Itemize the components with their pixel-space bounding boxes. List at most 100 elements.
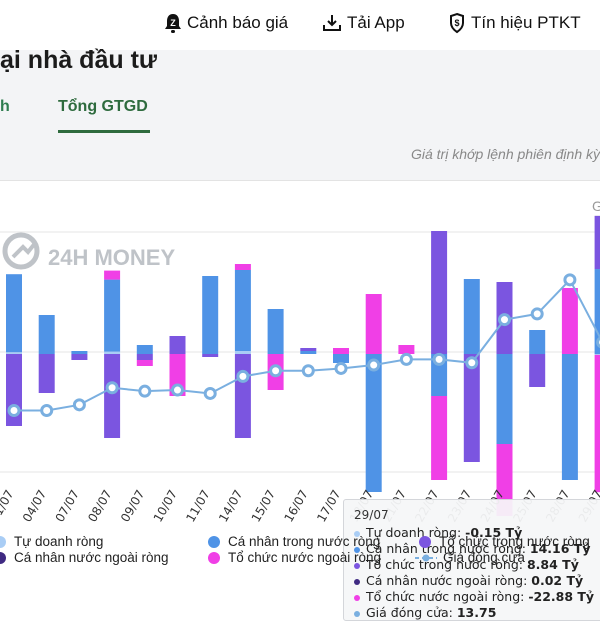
- bar-cá-nhân-trong-nước-ròng-04/07[interactable]: [39, 315, 55, 354]
- tooltip-row-value: -22.88 Tỷ: [528, 589, 594, 604]
- tooltip-row: Tổ chức nước ngoài ròng: -22.88 Tỷ: [354, 589, 594, 604]
- legend-color-dot: [0, 536, 6, 548]
- bar-tổ-chức-nước-ngoài-ròng-28/07[interactable]: [562, 288, 578, 354]
- bar-tổ-chức-trong-nước-ròng-16/07[interactable]: [300, 348, 316, 351]
- price-point-10/07[interactable]: [173, 385, 183, 395]
- bar-tổ-chức-nước-ngoài-ròng-18/07[interactable]: [366, 294, 382, 354]
- download-app-label: Tải App: [347, 13, 405, 33]
- download-app-link[interactable]: Tải App: [321, 12, 405, 34]
- bar-cá-nhân-trong-nước-ròng-23/07[interactable]: [464, 279, 480, 354]
- bar-tổ-chức-trong-nước-ròng-04/07[interactable]: [39, 354, 55, 393]
- bar-tự-doanh-ròng-01/07[interactable]: [6, 352, 22, 354]
- bar-tổ-chức-nước-ngoài-ròng-17/07[interactable]: [333, 348, 349, 354]
- bar-tổ-chức-trong-nước-ròng-25/07[interactable]: [529, 354, 545, 387]
- legend-color-dot: [419, 536, 431, 548]
- bar-tổ-chức-trong-nước-ròng-29/07[interactable]: [595, 216, 600, 269]
- bell-alert-icon: Z: [163, 12, 183, 34]
- x-tick-label: 01/07: [0, 488, 17, 525]
- price-point-21/07[interactable]: [401, 354, 411, 364]
- price-point-15/07[interactable]: [271, 366, 281, 376]
- legend-item[interactable]: Tổ chức nước ngoài ròng: [208, 550, 381, 565]
- tab-previous[interactable]: h: [0, 98, 10, 116]
- bar-tổ-chức-nước-ngoài-ròng-14/07[interactable]: [235, 264, 251, 270]
- bar-cá-nhân-trong-nước-ròng-18/07[interactable]: [366, 354, 382, 492]
- bar-tổ-chức-nước-ngoài-ròng-08/07[interactable]: [104, 271, 120, 280]
- bar-cá-nhân-trong-nước-ròng-08/07[interactable]: [104, 280, 120, 352]
- bar-tự-doanh-ròng-08/07[interactable]: [104, 352, 120, 354]
- bar-cá-nhân-trong-nước-ròng-11/07[interactable]: [202, 276, 218, 354]
- bar-tổ-chức-nước-ngoài-ròng-22/07[interactable]: [431, 396, 447, 480]
- bar-tổ-chức-trong-nước-ròng-07/07[interactable]: [71, 354, 87, 360]
- bar-tổ-chức-trong-nước-ròng-08/07[interactable]: [104, 354, 120, 438]
- price-point-09/07[interactable]: [140, 386, 150, 396]
- tooltip-color-dot: [354, 611, 360, 617]
- price-point-11/07[interactable]: [205, 388, 215, 398]
- price-point-24/07[interactable]: [500, 315, 510, 325]
- tooltip-row-label: Giá đóng cửa:: [366, 605, 457, 620]
- price-point-16/07[interactable]: [303, 366, 313, 376]
- price-point-07/07[interactable]: [74, 400, 84, 410]
- price-point-18/07[interactable]: [369, 360, 379, 370]
- bar-cá-nhân-trong-nước-ròng-24/07[interactable]: [497, 354, 513, 444]
- price-point-25/07[interactable]: [532, 309, 542, 319]
- bar-tổ-chức-trong-nước-ròng-10/07[interactable]: [170, 336, 186, 354]
- bar-tổ-chức-trong-nước-ròng-23/07[interactable]: [464, 354, 480, 462]
- bar-cá-nhân-trong-nước-ròng-09/07[interactable]: [137, 345, 153, 354]
- technical-signal-label: Tín hiệu PTKT: [471, 13, 581, 33]
- legend-item[interactable]: Cá nhân nước ngoài ròng: [0, 550, 169, 565]
- price-point-28/07[interactable]: [565, 275, 575, 285]
- price-point-08/07[interactable]: [107, 383, 117, 393]
- bar-cá-nhân-trong-nước-ròng-15/07[interactable]: [268, 309, 284, 354]
- tooltip-row-label: Cá nhân nước ngoài ròng:: [366, 573, 531, 588]
- x-tick-label: 04/07: [20, 488, 49, 525]
- legend-label: Cá nhân nước ngoài ròng: [14, 550, 169, 565]
- x-tick-label: 11/07: [183, 488, 212, 525]
- tab-total-trading-value[interactable]: Tổng GTGD: [58, 98, 148, 116]
- bar-tổ-chức-nước-ngoài-ròng-09/07[interactable]: [137, 360, 153, 366]
- price-point-17/07[interactable]: [336, 363, 346, 373]
- matching-note: Giá trị khớp lệnh phiên định kỳ: [411, 146, 600, 162]
- price-alert-link[interactable]: Z Cảnh báo giá: [163, 12, 288, 34]
- tooltip-row-value: 0.02 Tỷ: [531, 573, 583, 588]
- technical-signal-link[interactable]: $ Tín hiệu PTKT: [447, 12, 581, 34]
- legend-label: Giá đóng cửa: [443, 550, 525, 565]
- tooltip-row-value: 13.75: [457, 605, 497, 620]
- bar-tổ-chức-trong-nước-ròng-22/07[interactable]: [431, 231, 447, 354]
- watermark-text: 24H MONEY: [48, 245, 175, 270]
- bar-tổ-chức-trong-nước-ròng-09/07[interactable]: [137, 354, 153, 360]
- active-tab-indicator: [58, 130, 150, 133]
- bar-cá-nhân-trong-nước-ròng-01/07[interactable]: [6, 274, 22, 352]
- legend-item[interactable]: Giá đóng cửa: [415, 550, 525, 565]
- bar-cá-nhân-trong-nước-ròng-14/07[interactable]: [235, 270, 251, 351]
- legend-label: Cá nhân trong nước ròng: [228, 534, 380, 549]
- legend-item[interactable]: Tổ chức trong nước ròng: [419, 534, 590, 549]
- svg-text:$: $: [454, 18, 459, 28]
- x-tick-label: 14/07: [216, 488, 245, 525]
- legend-line-marker: [415, 552, 437, 564]
- legend-item[interactable]: Tự doanh ròng: [0, 534, 103, 549]
- bar-tự-doanh-ròng-14/07[interactable]: [235, 351, 251, 354]
- bar-cá-nhân-trong-nước-ròng-07/07[interactable]: [71, 351, 87, 354]
- bar-tổ-chức-nước-ngoài-ròng-29/07[interactable]: [595, 355, 600, 492]
- price-point-22/07[interactable]: [434, 354, 444, 364]
- legend-label: Tổ chức trong nước ròng: [439, 534, 590, 549]
- legend-color-dot: [208, 536, 220, 548]
- tooltip-date: 29/07: [354, 508, 389, 522]
- price-point-23/07[interactable]: [467, 358, 477, 368]
- tooltip-row: Giá đóng cửa: 13.75: [354, 605, 496, 620]
- bar-tự-doanh-ròng-29/07[interactable]: [595, 354, 600, 355]
- price-point-04/07[interactable]: [42, 406, 52, 416]
- bar-tổ-chức-trong-nước-ròng-14/07[interactable]: [235, 354, 251, 438]
- price-point-14/07[interactable]: [238, 371, 248, 381]
- x-tick-label: 10/07: [151, 488, 180, 525]
- bar-cá-nhân-trong-nước-ròng-28/07[interactable]: [562, 354, 578, 480]
- price-point-01/07[interactable]: [9, 406, 19, 416]
- bar-cá-nhân-trong-nước-ròng-25/07[interactable]: [529, 330, 545, 354]
- bar-tổ-chức-trong-nước-ròng-11/07[interactable]: [202, 354, 218, 357]
- legend-color-dot: [208, 552, 220, 564]
- bar-cá-nhân-trong-nước-ròng-16/07[interactable]: [300, 351, 316, 354]
- bar-tổ-chức-nước-ngoài-ròng-21/07[interactable]: [398, 345, 414, 354]
- bar-cá-nhân-trong-nước-ròng-17/07[interactable]: [333, 354, 349, 363]
- legend-item[interactable]: Cá nhân trong nước ròng: [208, 534, 380, 549]
- legend-color-dot: [0, 552, 6, 564]
